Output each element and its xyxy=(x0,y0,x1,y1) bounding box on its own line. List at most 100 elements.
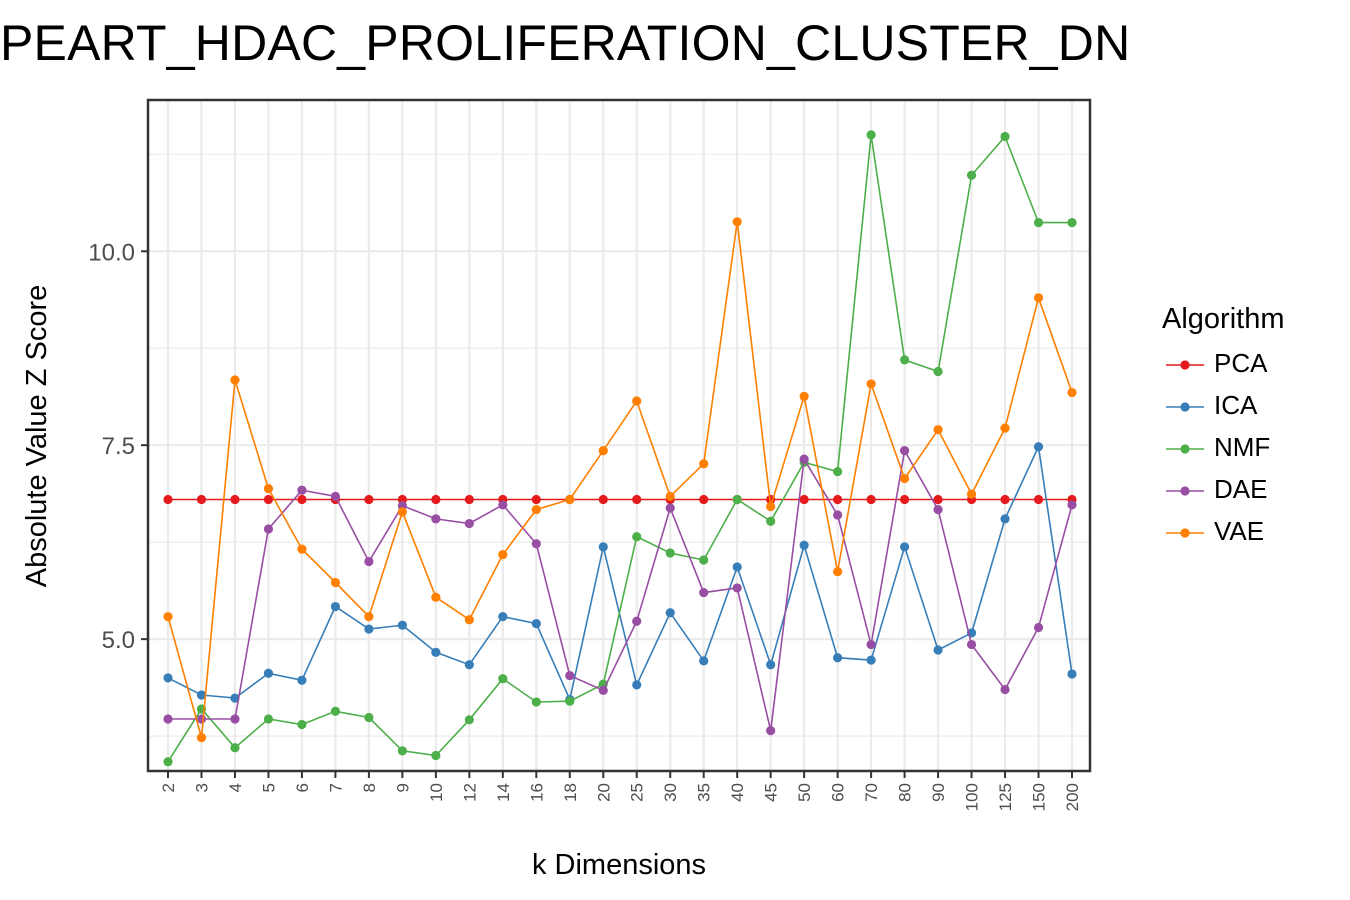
data-point-dae xyxy=(699,587,709,598)
data-point-dae xyxy=(1000,684,1010,695)
data-point-ica xyxy=(464,660,474,670)
data-point-ica xyxy=(397,620,407,630)
data-point-vae xyxy=(230,375,240,385)
data-point-ica xyxy=(230,693,240,703)
data-point-nmf xyxy=(766,516,776,526)
x-tick-label: 9 xyxy=(393,783,412,792)
data-point-dae xyxy=(665,503,675,513)
data-point-ica xyxy=(632,680,642,690)
data-point-nmf xyxy=(498,674,508,684)
data-point-pca xyxy=(297,494,307,505)
data-point-pca xyxy=(163,494,173,505)
data-point-dae xyxy=(933,504,943,515)
data-point-ica xyxy=(833,653,843,663)
data-point-ica xyxy=(732,562,742,572)
data-point-nmf xyxy=(1067,217,1077,228)
data-point-vae xyxy=(163,612,173,622)
data-point-nmf xyxy=(464,715,474,725)
x-axis-label: k Dimensions xyxy=(532,849,706,881)
data-point-vae xyxy=(565,494,575,505)
data-point-nmf xyxy=(431,750,441,761)
chart-title: PEART_HDAC_PROLIFERATION_CLUSTER_DN xyxy=(0,15,1131,71)
data-point-ica xyxy=(899,542,910,552)
data-point-dae xyxy=(766,726,776,736)
data-point-vae xyxy=(397,507,407,517)
data-point-ica xyxy=(766,660,776,670)
legend-item-nmf: NMF xyxy=(1162,428,1285,470)
x-tick-label: 45 xyxy=(762,783,781,802)
data-point-nmf xyxy=(732,494,742,505)
data-point-ica xyxy=(263,668,274,678)
data-point-dae xyxy=(732,583,742,593)
data-point-vae xyxy=(899,473,910,484)
legend-item-pca: PCA xyxy=(1162,344,1285,386)
legend-item-dae: DAE xyxy=(1162,470,1285,512)
y-axis-label: Absolute Value Z Score xyxy=(21,285,53,588)
panel-border xyxy=(146,98,1092,773)
data-point-vae xyxy=(866,379,876,389)
data-point-nmf xyxy=(699,555,709,565)
x-tick-label: 40 xyxy=(728,783,747,802)
data-point-vae xyxy=(933,425,943,435)
x-tick-label: 14 xyxy=(494,783,513,802)
x-tick-label: 6 xyxy=(293,783,312,792)
data-point-pca xyxy=(833,494,843,505)
data-point-ica xyxy=(799,540,809,550)
data-point-vae xyxy=(1067,387,1077,398)
data-point-vae xyxy=(766,501,776,512)
data-point-nmf xyxy=(632,532,642,542)
data-point-dae xyxy=(1033,622,1044,633)
data-point-dae xyxy=(632,616,642,626)
x-tick-label: 3 xyxy=(192,783,211,792)
data-point-dae xyxy=(196,714,207,724)
x-tick-label: 80 xyxy=(896,783,915,802)
x-tick-label: 16 xyxy=(527,783,546,802)
plot-panel xyxy=(148,100,1090,771)
grid-lines xyxy=(148,100,1090,771)
data-point-pca xyxy=(196,494,207,505)
series-group xyxy=(163,130,1077,767)
x-tick-label: 50 xyxy=(795,783,814,802)
data-point-vae xyxy=(598,446,608,456)
data-point-dae xyxy=(297,485,307,495)
data-point-nmf xyxy=(833,466,843,477)
data-point-ica xyxy=(598,542,608,552)
data-point-vae xyxy=(263,484,274,494)
series-line-dae xyxy=(168,448,1073,731)
data-point-dae xyxy=(263,524,274,534)
data-point-vae xyxy=(531,504,541,515)
data-point-dae xyxy=(364,556,374,567)
data-point-nmf xyxy=(665,548,675,558)
legend-key-dae xyxy=(1166,486,1204,496)
data-point-ica xyxy=(431,647,441,657)
y-tick-label: 7.5 xyxy=(102,433,135,460)
legend-key-nmf xyxy=(1166,444,1204,454)
x-tick-label: 2 xyxy=(159,783,178,792)
x-tick-label: 10 xyxy=(427,783,446,802)
series-nmf xyxy=(163,130,1077,767)
x-tick-label: 7 xyxy=(326,783,345,792)
data-point-vae xyxy=(464,615,474,625)
data-point-dae xyxy=(464,518,474,529)
data-point-pca xyxy=(230,494,240,505)
data-point-pca xyxy=(263,494,274,505)
data-point-vae xyxy=(196,733,207,743)
legend-key-ica xyxy=(1166,402,1204,412)
x-tick-label: 35 xyxy=(695,783,714,802)
data-point-nmf xyxy=(397,746,407,756)
x-tick-label: 100 xyxy=(963,783,982,811)
data-point-vae xyxy=(297,544,307,554)
data-point-ica xyxy=(364,624,374,634)
x-tick-label: 4 xyxy=(226,783,245,792)
x-tick-label: 90 xyxy=(929,783,948,802)
data-point-vae xyxy=(498,549,508,560)
data-point-dae xyxy=(1067,500,1077,510)
data-point-nmf xyxy=(531,697,541,707)
series-line-vae xyxy=(167,221,1073,738)
x-tick-label: 5 xyxy=(259,783,278,792)
legend-label: NMF xyxy=(1214,432,1271,462)
legend-items: PCA ICA NMF DAE VAE xyxy=(1162,344,1285,554)
data-point-pca xyxy=(699,494,709,505)
data-point-nmf xyxy=(1000,131,1010,142)
data-point-pca xyxy=(933,494,943,505)
